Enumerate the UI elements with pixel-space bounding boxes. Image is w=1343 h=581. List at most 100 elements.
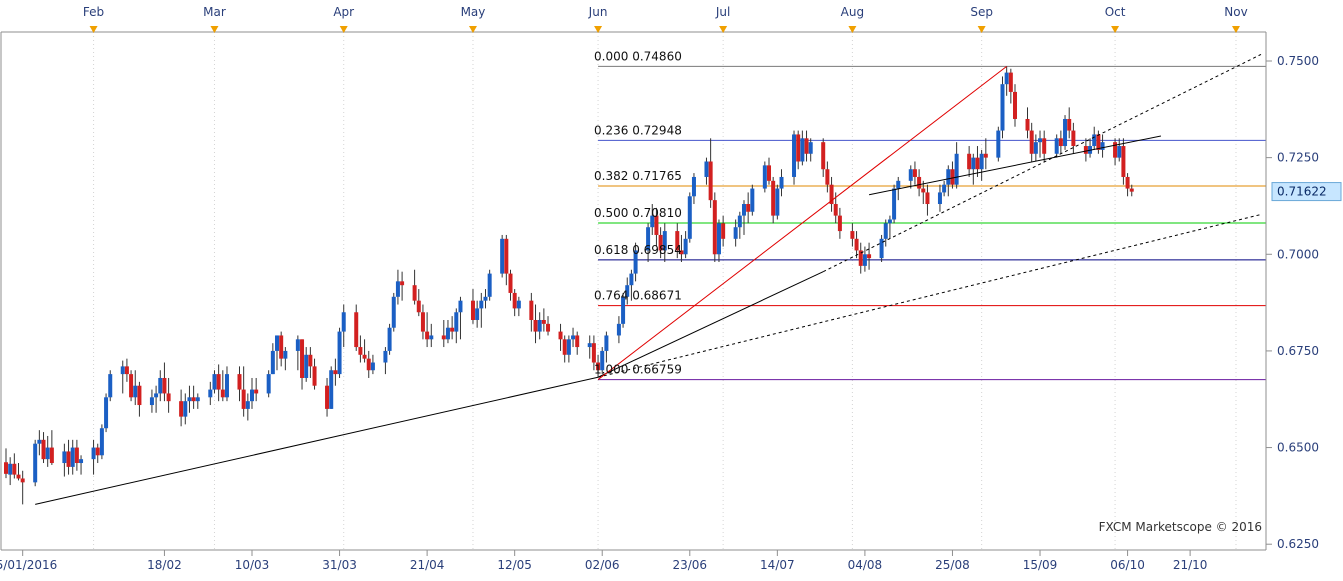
candle-body bbox=[33, 443, 38, 483]
candle-body bbox=[508, 273, 513, 293]
candle-body bbox=[950, 169, 955, 185]
candle-body bbox=[804, 138, 809, 154]
month-label: Apr bbox=[333, 5, 354, 19]
fibonacci-levels bbox=[598, 65, 1266, 381]
candle-body bbox=[1013, 91, 1018, 119]
candle-body bbox=[967, 153, 972, 170]
candle-body bbox=[208, 389, 213, 398]
candle-body bbox=[95, 447, 100, 456]
candle-body bbox=[887, 219, 892, 224]
candle-body bbox=[304, 354, 309, 378]
candle-body bbox=[767, 165, 772, 181]
x-tick-label: 06/10 bbox=[1110, 558, 1145, 572]
candle-body bbox=[16, 474, 21, 479]
candle-body bbox=[387, 327, 392, 351]
candle-body bbox=[708, 161, 713, 201]
candle-body bbox=[600, 350, 605, 371]
candle-body bbox=[837, 215, 842, 232]
candle-body bbox=[1029, 130, 1034, 154]
y-tick-label: 0.7000 bbox=[1277, 247, 1319, 261]
candle-body bbox=[983, 153, 988, 158]
fib-level-label: 0.000 0.74860 bbox=[594, 49, 682, 63]
candle-body bbox=[1096, 134, 1101, 150]
candle-body bbox=[470, 300, 475, 320]
candle-body bbox=[99, 428, 104, 456]
candle-body bbox=[650, 215, 655, 228]
candle-body bbox=[483, 296, 488, 301]
month-label: Jun bbox=[588, 5, 608, 19]
candle-body bbox=[1025, 118, 1030, 131]
candle-body bbox=[917, 176, 922, 189]
candle-body bbox=[325, 385, 330, 409]
candle-body bbox=[896, 180, 901, 189]
candle-body bbox=[937, 192, 942, 205]
candle-body bbox=[445, 327, 450, 340]
candle-body bbox=[279, 335, 284, 359]
candle-body bbox=[779, 176, 784, 189]
candle-body bbox=[91, 447, 96, 460]
candle-body bbox=[562, 339, 567, 355]
candle-body bbox=[529, 300, 534, 320]
candle-body bbox=[954, 153, 959, 185]
candle-body bbox=[683, 238, 688, 255]
month-label: Oct bbox=[1105, 5, 1126, 19]
current-price-tag bbox=[1271, 182, 1342, 202]
candle-body bbox=[1058, 138, 1063, 147]
candle-body bbox=[179, 401, 184, 417]
candle-body bbox=[800, 138, 805, 162]
candle-body bbox=[12, 463, 17, 475]
x-tick-label: 12/05 bbox=[497, 558, 532, 572]
fib-level-label: 0.382 0.71765 bbox=[594, 169, 682, 183]
candle-body bbox=[45, 447, 50, 460]
candle-body bbox=[867, 254, 872, 259]
candle-body bbox=[504, 238, 509, 274]
candle-body bbox=[220, 389, 225, 398]
candle-body bbox=[41, 439, 46, 460]
candle-body bbox=[662, 231, 667, 251]
candle-body bbox=[596, 362, 601, 371]
candle-body bbox=[362, 354, 367, 359]
candle-body bbox=[854, 238, 859, 251]
candle-body bbox=[487, 273, 492, 297]
candle-body bbox=[979, 153, 984, 170]
candle-body bbox=[737, 215, 742, 228]
candle-body bbox=[454, 312, 459, 332]
candle-body bbox=[591, 343, 596, 363]
candle-body bbox=[912, 169, 917, 177]
candle-body bbox=[383, 350, 388, 363]
candle-body bbox=[395, 281, 400, 297]
candle-body bbox=[879, 238, 884, 259]
candle-body bbox=[149, 397, 154, 406]
candle-body bbox=[124, 366, 129, 375]
candle-body bbox=[249, 389, 254, 402]
fib-level-label: 0.236 0.72948 bbox=[594, 123, 682, 137]
month-label: Sep bbox=[970, 5, 993, 19]
candle-body bbox=[741, 204, 746, 216]
x-tick-label: 10/03 bbox=[235, 558, 270, 572]
trend-lines bbox=[35, 53, 1262, 505]
candle-body bbox=[300, 339, 305, 378]
candle-body bbox=[1008, 72, 1013, 92]
trend-line bbox=[822, 53, 1262, 273]
candle-body bbox=[862, 254, 867, 266]
candle-body bbox=[500, 238, 505, 274]
candle-body bbox=[195, 397, 200, 402]
month-marker bbox=[594, 26, 603, 33]
month-label: Feb bbox=[83, 5, 104, 19]
candle-body bbox=[308, 354, 313, 367]
x-tick-label: 15/09 bbox=[1023, 558, 1058, 572]
candle-body bbox=[721, 223, 726, 239]
candle-body bbox=[850, 231, 855, 239]
candle-body bbox=[675, 231, 680, 251]
candle-body bbox=[212, 374, 217, 390]
candle-body bbox=[370, 362, 375, 371]
candle-body bbox=[37, 439, 42, 444]
candle-body bbox=[558, 331, 563, 340]
candle-body bbox=[312, 366, 317, 386]
candle-body bbox=[1083, 146, 1088, 154]
candle-body bbox=[275, 335, 280, 351]
candle-body bbox=[533, 319, 538, 332]
candle-body bbox=[691, 176, 696, 197]
candle-body bbox=[541, 319, 546, 324]
